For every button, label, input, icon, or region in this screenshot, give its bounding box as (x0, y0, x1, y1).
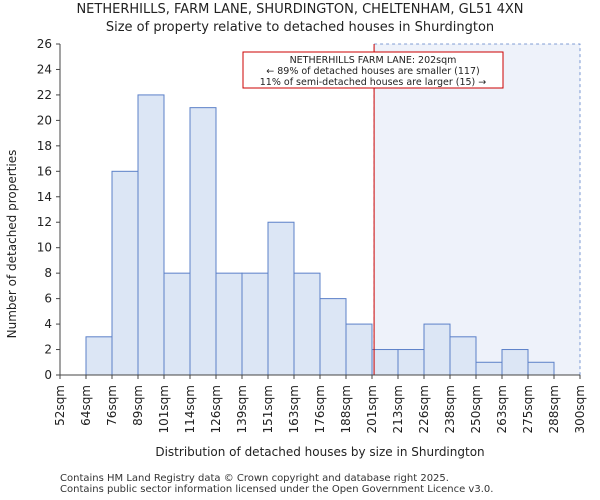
x-tick-label: 275sqm (521, 385, 535, 433)
y-tick-label: 22 (37, 88, 52, 102)
bar (189, 107, 217, 376)
bar (85, 336, 113, 376)
y-tick-label: 24 (37, 62, 52, 76)
bar (371, 349, 399, 376)
bar (163, 272, 191, 376)
x-tick-label: 288sqm (547, 385, 561, 433)
x-tick-label: 139sqm (235, 385, 249, 433)
y-tick-label: 6 (44, 292, 52, 306)
y-tick-label: 4 (44, 317, 52, 331)
annotation-box (242, 51, 504, 89)
x-tick-label: 201sqm (365, 385, 379, 433)
x-tick-label: 89sqm (131, 385, 145, 426)
x-tick-label: 226sqm (417, 385, 431, 433)
x-tick-label: 263sqm (495, 385, 509, 433)
bar (449, 336, 477, 376)
annotation-line-3: 11% of semi-detached houses are larger (… (260, 77, 487, 88)
y-tick-label: 16 (37, 164, 52, 178)
footer-line-1: Contains HM Land Registry data © Crown c… (60, 473, 449, 484)
x-tick-label: 126sqm (209, 385, 223, 433)
bar (267, 221, 295, 376)
bar (475, 361, 503, 376)
bar (345, 323, 373, 376)
y-tick-label: 10 (37, 241, 52, 255)
x-tick-label: 76sqm (105, 385, 119, 426)
y-tick-label: 12 (37, 215, 52, 229)
annotation-line-1: NETHERHILLS FARM LANE: 202sqm (290, 55, 457, 66)
x-tick-label: 213sqm (391, 385, 405, 433)
y-tick-label: 0 (44, 368, 52, 382)
y-tick-label: 14 (37, 190, 52, 204)
footer-line-2: Contains public sector information licen… (60, 484, 494, 495)
bar (215, 272, 243, 376)
chart-subtitle: Size of property relative to detached ho… (105, 20, 495, 35)
x-tick-label: 176sqm (313, 385, 327, 433)
bar (527, 361, 555, 376)
y-tick-label: 2 (44, 343, 52, 357)
y-tick-label: 18 (37, 139, 52, 153)
x-tick-label: 64sqm (79, 385, 93, 426)
x-tick-label: 101sqm (157, 385, 171, 433)
x-tick-label: 250sqm (469, 385, 483, 433)
bar (423, 323, 451, 376)
highlight-region (373, 43, 581, 376)
bar (397, 349, 425, 376)
bar (501, 349, 529, 376)
x-tick-label: 300sqm (573, 385, 587, 433)
chart-title: NETHERHILLS, FARM LANE, SHURDINGTON, CHE… (76, 2, 524, 17)
bar (111, 170, 139, 376)
bar (241, 272, 269, 376)
y-tick-label: 8 (44, 266, 52, 280)
x-tick-label: 151sqm (261, 385, 275, 433)
x-tick-label: 163sqm (287, 385, 301, 433)
y-axis-label: Number of detached properties (5, 150, 19, 339)
x-tick-label: 52sqm (53, 385, 67, 426)
x-tick-label: 114sqm (183, 385, 197, 433)
x-axis-label: Distribution of detached houses by size … (155, 445, 484, 459)
y-tick-label: 26 (37, 37, 52, 51)
x-tick-label: 238sqm (443, 385, 457, 433)
bar (319, 298, 347, 376)
y-tick-label: 20 (37, 113, 52, 127)
x-tick-label: 188sqm (339, 385, 353, 433)
bar (293, 272, 321, 376)
bar (137, 94, 165, 376)
annotation-line-2: ← 89% of detached houses are smaller (11… (266, 66, 479, 77)
